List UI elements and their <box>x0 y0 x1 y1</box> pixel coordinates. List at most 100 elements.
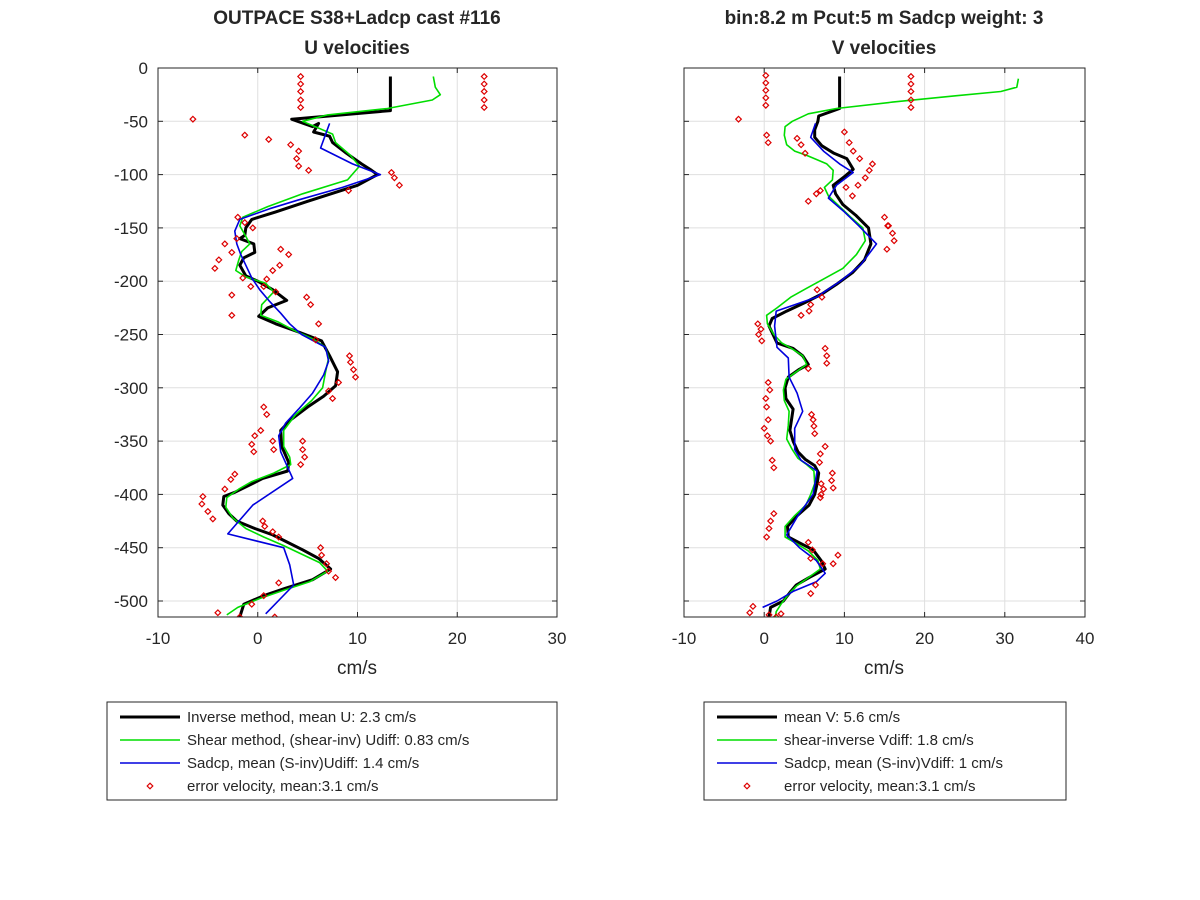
error-velocity-point <box>763 432 772 440</box>
error-velocity-point <box>247 282 255 291</box>
sadcp-velocity-line <box>227 123 382 615</box>
error-velocity-point <box>801 149 809 157</box>
error-velocity-point <box>823 359 831 367</box>
error-velocity-point <box>480 103 488 112</box>
error-velocity-point <box>304 166 313 174</box>
error-velocity-point <box>762 94 770 102</box>
y-tick-label: -50 <box>123 112 148 131</box>
y-tick-label: -500 <box>114 592 148 611</box>
error-velocity-point <box>228 311 236 319</box>
error-velocity-point <box>754 330 763 339</box>
error-velocity-point <box>317 551 326 559</box>
error-velocity-point <box>277 245 285 253</box>
error-velocity-point <box>248 440 256 448</box>
error-velocity-point <box>817 490 825 499</box>
error-velocity-point <box>296 103 305 112</box>
error-velocity-point <box>842 183 850 192</box>
error-velocity-point <box>263 275 271 283</box>
legend-item: error velocity, mean:3.1 cm/s <box>743 778 975 795</box>
legend-box <box>106 701 558 801</box>
error-velocity-point <box>854 181 862 189</box>
error-velocity-point <box>234 213 242 221</box>
error-velocity-point <box>263 410 271 419</box>
error-velocity-point <box>300 453 309 461</box>
error-velocity-point <box>770 464 778 472</box>
error-velocity-point <box>228 248 236 257</box>
legend-item: mean V: 5.6 cm/s <box>717 709 900 726</box>
error-velocity-point <box>823 352 831 360</box>
error-velocity-point <box>259 517 267 525</box>
legend-marker-swatch <box>146 782 154 790</box>
y-tick-label: -100 <box>114 166 148 185</box>
error-velocity-point <box>250 448 258 456</box>
error-velocity-point <box>865 166 873 174</box>
error-velocity-point <box>828 469 837 477</box>
error-velocity-point <box>809 416 817 424</box>
error-velocity-point <box>233 234 241 243</box>
error-velocity-point <box>331 573 340 582</box>
error-velocity-point <box>248 600 256 608</box>
error-velocity-point <box>231 470 239 478</box>
legend-item: shear-inverse Vdiff: 1.8 cm/s <box>717 732 974 749</box>
error-velocity-point <box>762 86 770 95</box>
y-tick-label: -450 <box>114 539 148 558</box>
error-velocity-point <box>344 186 353 195</box>
error-velocity-point <box>772 613 780 617</box>
error-velocity-point <box>260 282 268 291</box>
error-velocity-point <box>827 476 836 485</box>
error-velocity-point <box>793 134 801 143</box>
error-velocity-point <box>797 141 805 149</box>
error-velocity-point <box>480 80 488 88</box>
error-velocity-point <box>807 589 815 598</box>
u-velocity-panel: OUTPACE S38+Ladcp cast #116 U velocities… <box>114 8 566 679</box>
error-velocity-point <box>817 480 825 488</box>
error-velocity-point <box>260 592 268 600</box>
legend-label: Sadcp, mean (S-inv)Vdiff: 1 cm/s <box>784 755 1003 772</box>
error-velocity-point <box>324 567 333 575</box>
error-velocity-point <box>296 87 305 96</box>
error-velocity-point <box>251 432 259 440</box>
x-tick-label: 30 <box>548 629 567 648</box>
error-velocity-point <box>351 373 360 381</box>
v-panel-title: bin:8.2 m Pcut:5 m Sadcp weight: 3 <box>725 8 1044 29</box>
x-tick-label: -10 <box>146 629 171 648</box>
error-velocity-point <box>804 538 812 547</box>
error-velocity-point <box>807 301 815 309</box>
x-tick-label: 0 <box>759 629 768 648</box>
error-velocity-point <box>811 581 820 589</box>
error-velocity-point <box>214 609 222 617</box>
error-velocity-point <box>269 528 277 536</box>
error-velocity-point <box>762 101 770 109</box>
error-velocity-point <box>855 154 864 163</box>
error-velocity-point <box>765 611 773 617</box>
error-velocity-point <box>296 460 305 469</box>
error-velocity-point <box>890 237 898 245</box>
error-velocity-point <box>306 301 315 309</box>
error-velocity-point <box>249 224 257 232</box>
error-velocity-point <box>907 96 915 104</box>
error-velocity-point <box>276 261 284 269</box>
error-velocity-point <box>770 509 778 518</box>
error-velocity-point <box>805 307 813 315</box>
error-velocity-point <box>861 174 869 182</box>
x-tick-label: 40 <box>1076 629 1095 648</box>
series-clip-group <box>189 72 488 617</box>
error-velocity-point <box>265 135 273 144</box>
error-velocity-point <box>884 222 893 230</box>
shear-velocity-line <box>225 76 442 616</box>
error-velocity-markers <box>189 72 488 617</box>
error-velocity-point <box>868 160 877 168</box>
error-velocity-point <box>269 266 277 275</box>
error-velocity-point <box>215 256 223 264</box>
error-velocity-point <box>762 131 771 139</box>
error-velocity-point <box>480 87 488 96</box>
y-tick-label: 0 <box>139 59 148 78</box>
error-velocity-point <box>883 245 891 253</box>
error-velocity-point <box>272 288 280 296</box>
error-velocity-point <box>293 154 301 163</box>
y-tick-label: -350 <box>114 432 148 451</box>
error-velocity-point <box>260 403 268 411</box>
error-velocity-point <box>804 197 812 205</box>
error-velocity-point <box>390 174 399 182</box>
y-tick-label: -300 <box>114 379 148 398</box>
